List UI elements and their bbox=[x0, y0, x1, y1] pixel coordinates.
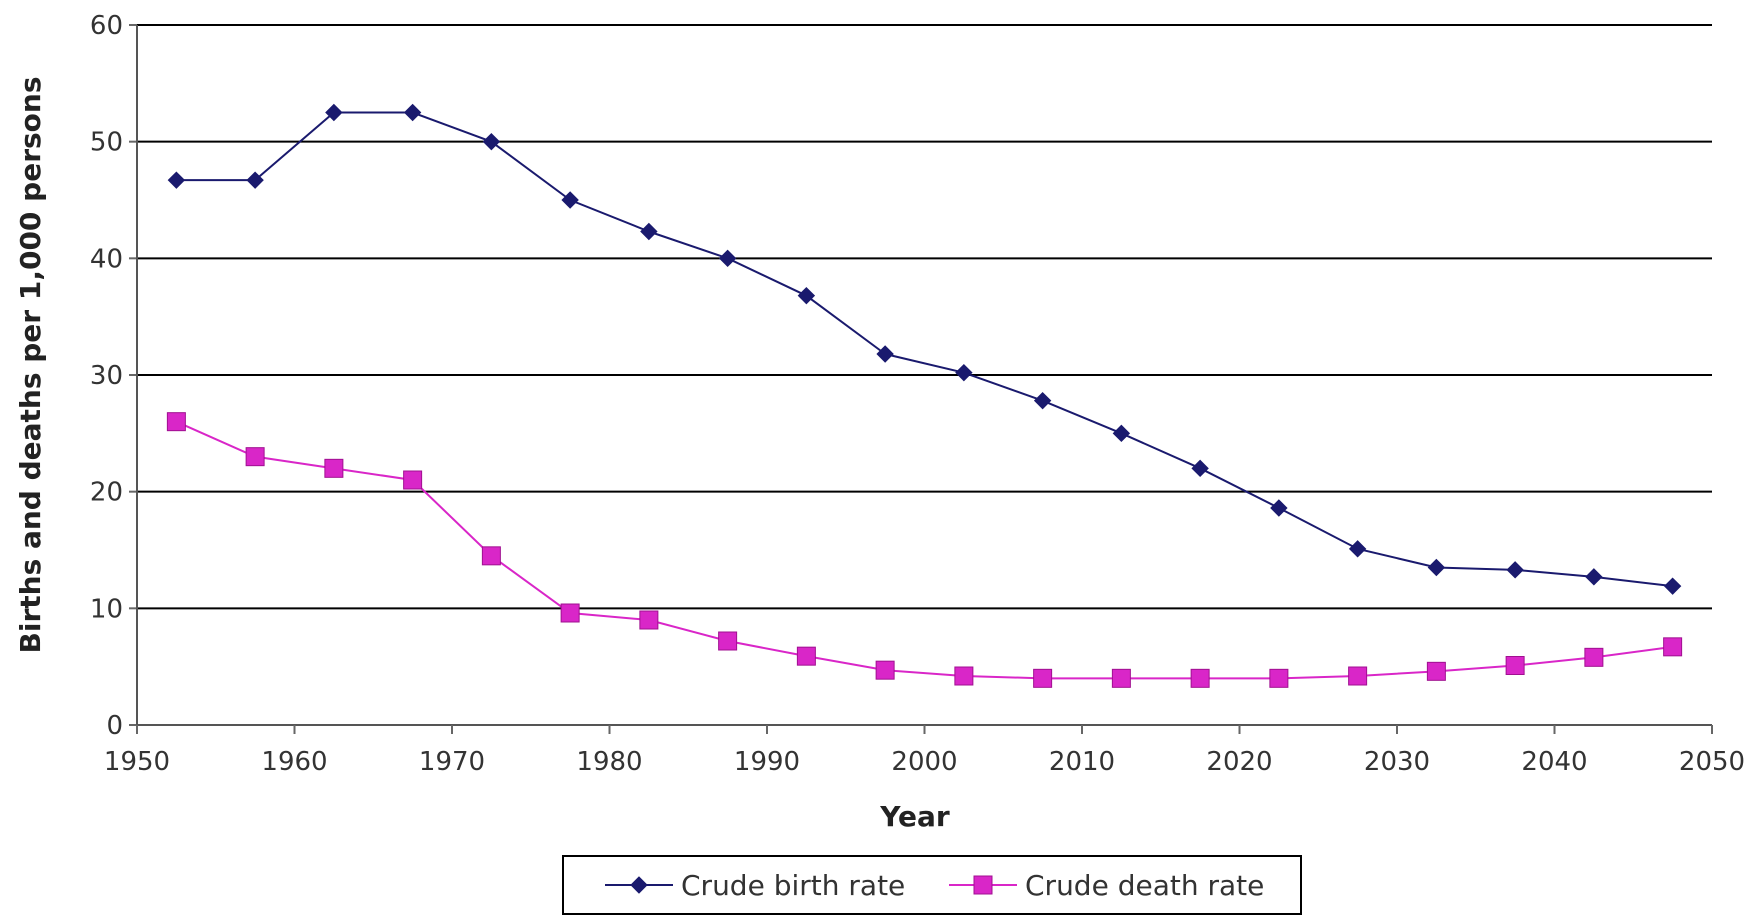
y-axis-title: Births and deaths per 1,000 persons bbox=[14, 76, 47, 653]
x-tick-label-2020: 2020 bbox=[1206, 747, 1272, 777]
legend-marker-crude-birth-rate bbox=[630, 876, 648, 894]
x-tick-label-1980: 1980 bbox=[576, 747, 642, 777]
point-crude-death-rate-16 bbox=[1426, 661, 1446, 681]
point-crude-birth-rate-5 bbox=[561, 191, 579, 209]
x-tick-label-2040: 2040 bbox=[1521, 747, 1587, 777]
x-tick-label-1950: 1950 bbox=[104, 747, 170, 777]
point-crude-birth-rate-13 bbox=[1191, 459, 1209, 478]
y-tick-label-60: 60 bbox=[90, 11, 123, 41]
point-crude-birth-rate-18 bbox=[1585, 568, 1603, 586]
point-crude-birth-rate-11 bbox=[1033, 391, 1052, 410]
x-tick-label-2050: 2050 bbox=[1679, 747, 1745, 777]
x-tick-label-2030: 2030 bbox=[1364, 747, 1430, 777]
x-tick-label-1970: 1970 bbox=[419, 747, 485, 777]
point-crude-birth-rate-4 bbox=[482, 132, 501, 151]
y-tick-label-20: 20 bbox=[90, 478, 123, 508]
point-crude-birth-rate-9 bbox=[876, 345, 894, 363]
point-crude-death-rate-17 bbox=[1505, 656, 1525, 675]
y-tick-label-10: 10 bbox=[90, 594, 123, 624]
point-crude-death-rate-13 bbox=[1190, 668, 1210, 688]
y-tick-label-0: 0 bbox=[106, 711, 123, 741]
point-crude-death-rate-12 bbox=[1111, 668, 1131, 688]
point-crude-birth-rate-14 bbox=[1270, 499, 1288, 517]
point-crude-birth-rate-19 bbox=[1663, 577, 1682, 595]
legend-label-crude-birth-rate: Crude birth rate bbox=[681, 869, 905, 902]
point-crude-death-rate-15 bbox=[1348, 666, 1368, 686]
point-crude-birth-rate-12 bbox=[1112, 424, 1131, 443]
point-crude-death-rate-4 bbox=[481, 546, 501, 566]
point-crude-death-rate-7 bbox=[718, 631, 738, 651]
point-crude-death-rate-11 bbox=[1033, 668, 1053, 688]
y-tick-label-50: 50 bbox=[90, 128, 123, 158]
point-crude-birth-rate-15 bbox=[1348, 540, 1367, 558]
legend-box bbox=[562, 855, 1302, 915]
point-crude-birth-rate-10 bbox=[955, 363, 973, 382]
legend-label-crude-death-rate: Crude death rate bbox=[1025, 869, 1264, 902]
point-crude-birth-rate-1 bbox=[246, 171, 264, 189]
point-crude-death-rate-2 bbox=[324, 458, 344, 478]
series-line-crude-birth-rate bbox=[176, 111, 1673, 588]
point-crude-birth-rate-8 bbox=[797, 286, 816, 305]
point-crude-birth-rate-17 bbox=[1506, 561, 1524, 579]
y-tick-label-30: 30 bbox=[90, 361, 123, 391]
point-crude-death-rate-14 bbox=[1269, 668, 1289, 688]
point-crude-death-rate-10 bbox=[954, 666, 974, 686]
x-tick-label-2000: 2000 bbox=[891, 747, 957, 777]
point-crude-birth-rate-7 bbox=[718, 249, 737, 268]
y-tick-label-40: 40 bbox=[90, 244, 123, 274]
axes bbox=[129, 24, 1713, 734]
point-crude-death-rate-8 bbox=[796, 646, 816, 666]
point-crude-death-rate-0 bbox=[166, 412, 186, 432]
point-crude-death-rate-1 bbox=[245, 447, 265, 467]
x-tick-label-2010: 2010 bbox=[1049, 747, 1115, 777]
x-tick-label-1990: 1990 bbox=[734, 747, 800, 777]
point-crude-death-rate-19 bbox=[1663, 637, 1683, 657]
point-crude-birth-rate-0 bbox=[167, 171, 186, 189]
point-crude-death-rate-5 bbox=[560, 603, 580, 623]
point-crude-birth-rate-3 bbox=[403, 103, 422, 122]
series-line-crude-death-rate bbox=[175, 420, 1673, 680]
legend-marker-crude-death-rate bbox=[973, 875, 993, 895]
gridlines bbox=[137, 24, 1712, 610]
point-crude-death-rate-9 bbox=[875, 660, 895, 680]
x-axis-title: Year bbox=[879, 800, 950, 833]
point-crude-death-rate-3 bbox=[403, 470, 423, 490]
point-crude-birth-rate-6 bbox=[640, 222, 658, 241]
point-crude-birth-rate-2 bbox=[325, 103, 343, 122]
legend: Crude birth rate Crude death rate bbox=[562, 855, 1302, 915]
point-crude-death-rate-6 bbox=[639, 610, 659, 630]
point-crude-birth-rate-16 bbox=[1427, 558, 1446, 577]
point-crude-death-rate-18 bbox=[1584, 647, 1604, 667]
series-layer bbox=[166, 103, 1683, 688]
x-tick-label-1960: 1960 bbox=[261, 747, 327, 777]
